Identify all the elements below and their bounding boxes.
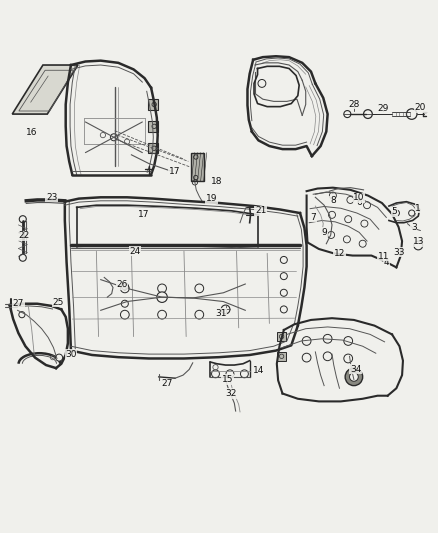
Circle shape [343, 236, 350, 243]
Circle shape [19, 254, 26, 261]
Text: 8: 8 [330, 196, 336, 205]
Circle shape [361, 220, 368, 227]
Text: 12: 12 [334, 249, 345, 258]
Circle shape [195, 310, 204, 319]
Circle shape [364, 201, 371, 209]
Circle shape [409, 210, 415, 216]
Circle shape [344, 354, 353, 363]
Circle shape [323, 352, 332, 361]
Text: 17: 17 [169, 166, 180, 175]
Text: 26: 26 [116, 280, 127, 289]
Text: 4: 4 [384, 259, 389, 268]
Circle shape [359, 240, 366, 247]
Circle shape [347, 197, 354, 204]
Circle shape [350, 373, 358, 381]
Circle shape [406, 109, 417, 119]
Bar [148, 121, 158, 132]
Circle shape [345, 368, 363, 386]
Circle shape [226, 370, 234, 378]
Text: 34: 34 [350, 365, 361, 374]
Text: 7: 7 [310, 213, 316, 222]
Text: 15: 15 [222, 375, 233, 384]
Text: 23: 23 [46, 193, 57, 202]
Text: 25: 25 [53, 298, 64, 307]
Text: 31: 31 [215, 309, 227, 318]
Polygon shape [12, 65, 78, 114]
Circle shape [345, 216, 352, 223]
Text: 29: 29 [378, 104, 389, 114]
Circle shape [393, 210, 399, 216]
Circle shape [328, 231, 335, 238]
Text: 18: 18 [211, 177, 223, 187]
Circle shape [240, 370, 248, 378]
Text: 17: 17 [138, 211, 149, 219]
Circle shape [280, 273, 287, 280]
Circle shape [328, 211, 336, 219]
Circle shape [280, 289, 287, 296]
Circle shape [158, 284, 166, 293]
Text: 28: 28 [348, 100, 360, 109]
Circle shape [221, 305, 230, 314]
FancyBboxPatch shape [191, 152, 204, 181]
Circle shape [56, 354, 63, 361]
Text: 30: 30 [65, 350, 77, 359]
Text: 22: 22 [18, 231, 30, 240]
Bar [148, 99, 158, 110]
Bar [148, 143, 158, 154]
Text: 27: 27 [13, 299, 24, 308]
Bar [277, 352, 286, 361]
Circle shape [414, 241, 423, 250]
Circle shape [19, 312, 25, 318]
Text: 9: 9 [321, 228, 327, 237]
Text: 1: 1 [415, 204, 421, 213]
Circle shape [157, 292, 167, 302]
Circle shape [302, 336, 311, 345]
Circle shape [212, 370, 219, 378]
Text: 19: 19 [206, 194, 217, 203]
Text: 14: 14 [253, 366, 264, 375]
Circle shape [280, 306, 287, 313]
Text: 21: 21 [255, 206, 266, 215]
Text: 5: 5 [391, 207, 397, 216]
Circle shape [329, 192, 336, 199]
Text: 24: 24 [129, 247, 141, 256]
Circle shape [120, 310, 129, 319]
Circle shape [280, 256, 287, 263]
Circle shape [19, 216, 26, 223]
Text: 3: 3 [411, 223, 417, 231]
Circle shape [120, 284, 129, 293]
Circle shape [195, 284, 204, 293]
Text: 6: 6 [356, 198, 362, 207]
Circle shape [344, 336, 353, 345]
Circle shape [158, 310, 166, 319]
Text: 11: 11 [378, 252, 389, 261]
Bar [277, 332, 286, 341]
Text: 20: 20 [415, 103, 426, 112]
Text: 10: 10 [353, 193, 365, 202]
Text: 16: 16 [26, 128, 37, 138]
Circle shape [323, 334, 332, 343]
Text: 13: 13 [413, 237, 424, 246]
Text: 27: 27 [162, 379, 173, 389]
Circle shape [302, 353, 311, 362]
Text: 33: 33 [394, 247, 405, 256]
Text: 32: 32 [226, 389, 237, 398]
